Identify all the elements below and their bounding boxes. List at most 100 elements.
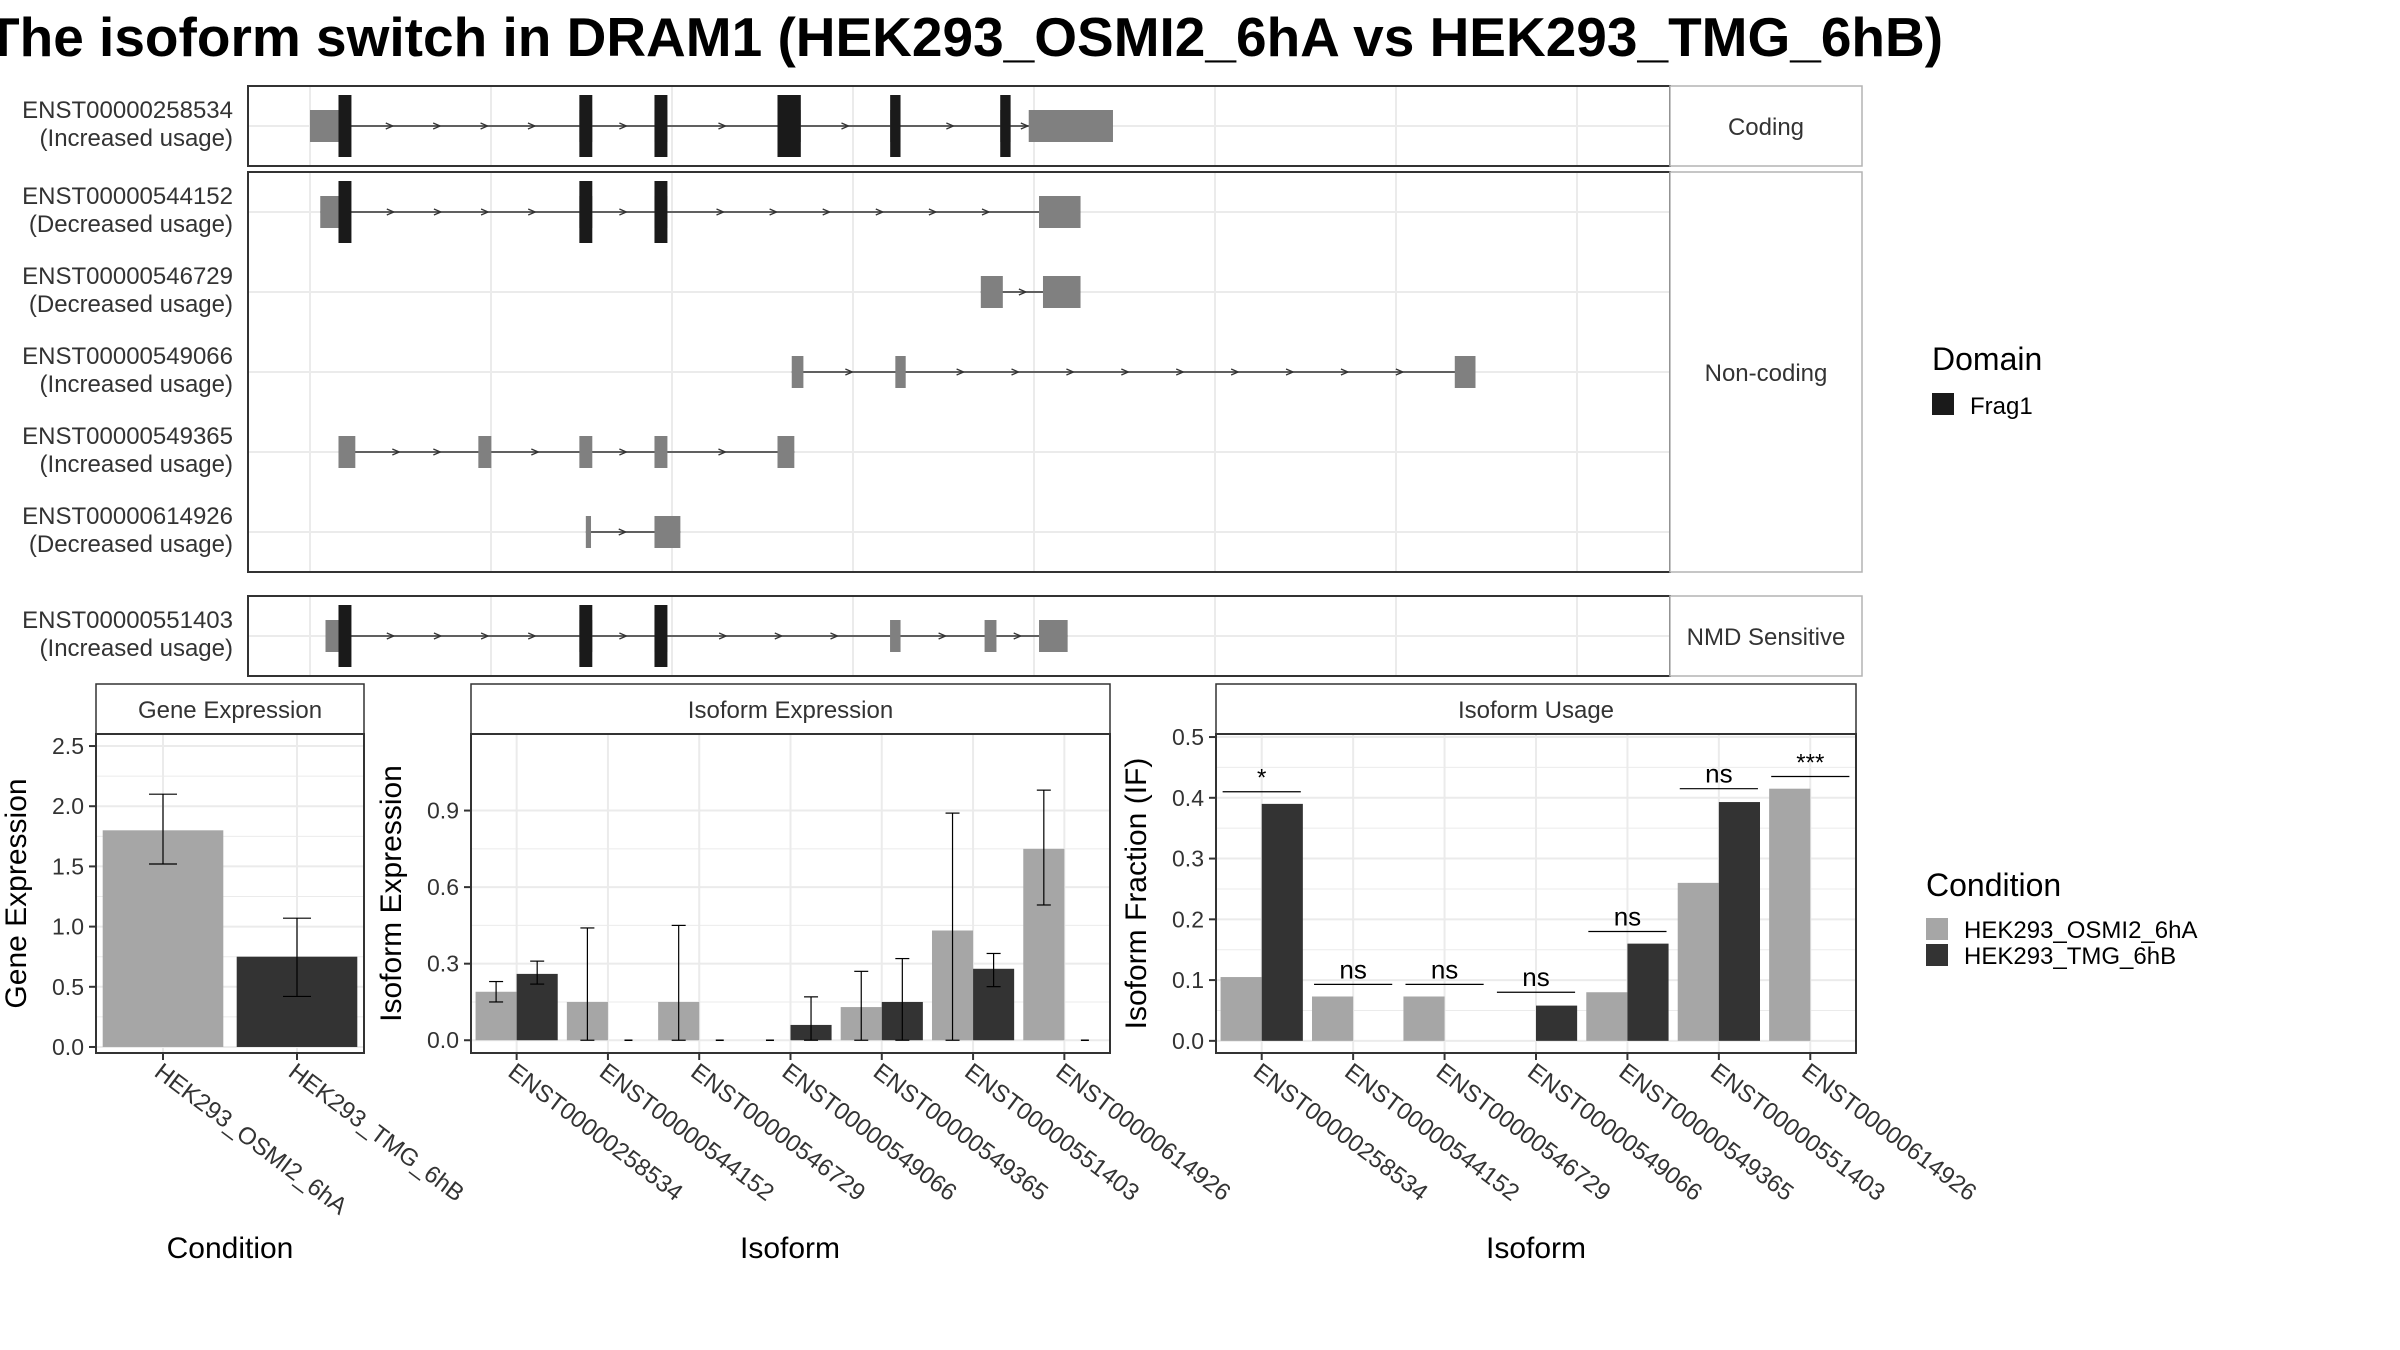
strand-arrow xyxy=(432,122,442,130)
strand-arrow xyxy=(1011,368,1021,376)
structure-facet: Non-coding xyxy=(247,171,1863,573)
strand-arrow xyxy=(618,528,628,536)
domain-block xyxy=(579,181,593,243)
domain-block xyxy=(338,181,352,243)
panel-strip xyxy=(95,683,365,735)
bar xyxy=(1586,992,1628,1041)
strand-arrow xyxy=(392,448,401,456)
exon xyxy=(980,276,1003,308)
legend-label: HEK293_TMG_6hB xyxy=(1964,943,2176,970)
transcript-status-label: (Decreased usage) xyxy=(29,211,233,238)
domain-legend: Domain Frag1 xyxy=(1932,341,2042,420)
y-tick-label: 0.3 xyxy=(427,951,459,977)
transcript-id-label: ENST00000614926 xyxy=(22,503,233,530)
transcript-status-label: (Decreased usage) xyxy=(29,531,233,558)
strand-arrow xyxy=(938,632,948,640)
significance-label: ns xyxy=(1339,954,1366,984)
transcript-structure-panel: Coding ENST00000258534 (Increased usage) No… xyxy=(22,85,1863,677)
domain-block xyxy=(579,95,593,157)
strand-arrow xyxy=(527,122,537,130)
domain-block xyxy=(338,95,352,157)
domain-block xyxy=(777,95,801,157)
transcript-id-label: ENST00000549066 xyxy=(22,343,233,370)
strand-arrow xyxy=(956,368,966,376)
exon xyxy=(777,436,795,468)
y-tick-label: 0.5 xyxy=(52,974,84,1000)
x-axis-title: Condition xyxy=(167,1232,294,1265)
utr-block xyxy=(320,196,342,228)
exon xyxy=(791,356,804,388)
transcript-id-label: ENST00000549365 xyxy=(22,423,233,450)
strand-arrow xyxy=(1175,368,1185,376)
exon xyxy=(895,356,906,388)
strand-arrow xyxy=(875,208,885,216)
strand-arrow xyxy=(480,208,490,216)
bar xyxy=(1769,788,1811,1041)
transcript-id-label: ENST00000551403 xyxy=(22,607,233,634)
exon xyxy=(1042,276,1081,308)
y-tick-label: 0.9 xyxy=(427,798,459,824)
transcript-status-label: (Increased usage) xyxy=(40,451,233,478)
legend-label: HEK293_OSMI2_6hA xyxy=(1964,917,2197,944)
strand-arrow xyxy=(527,208,537,216)
strand-arrow xyxy=(1121,368,1130,376)
strand-arrow xyxy=(1018,288,1028,296)
strand-arrow xyxy=(774,632,784,640)
domain-block xyxy=(890,95,901,157)
exon xyxy=(654,436,668,468)
bar xyxy=(1536,1005,1578,1041)
bar xyxy=(102,830,224,1047)
strand-arrow xyxy=(946,122,956,130)
strand-arrow xyxy=(1230,368,1240,376)
structure-facet: Coding xyxy=(247,85,1863,167)
facet-strip-label: NMD Sensitive xyxy=(1687,624,1846,651)
strand-arrow xyxy=(480,122,490,130)
bar xyxy=(1718,802,1760,1041)
transcript-track xyxy=(310,95,1113,157)
chart-panel: Isoform Usage * ns ns ns ns ns *** 0.0 0.1 0.2 0.3 0… xyxy=(1120,683,1981,1265)
y-tick-label: 1.0 xyxy=(52,914,84,940)
strand-arrow xyxy=(619,632,629,640)
legend-label: Frag1 xyxy=(1970,393,2033,420)
chart-panel: Isoform Expression0.00.30.60.9ENST000002… xyxy=(375,683,1235,1265)
y-tick-label: 1.5 xyxy=(52,853,84,879)
y-axis-title: Gene Expression xyxy=(0,778,33,1008)
transcript-track xyxy=(338,436,795,468)
transcript-status-label: (Increased usage) xyxy=(40,371,233,398)
facet-strip-label: Non-coding xyxy=(1705,360,1828,387)
utr-block xyxy=(984,620,997,652)
panel-strip xyxy=(1215,683,1857,735)
y-tick-label: 0.6 xyxy=(427,874,459,900)
domain-block xyxy=(1000,95,1011,157)
strand-arrow xyxy=(718,448,728,456)
strand-arrow xyxy=(845,368,855,376)
strand-arrow xyxy=(1066,368,1076,376)
y-tick-label: 2.5 xyxy=(52,733,84,759)
strand-arrow xyxy=(1395,368,1405,376)
strand-arrow xyxy=(619,448,629,456)
significance-label: ns xyxy=(1705,759,1732,789)
y-tick-label: 0.2 xyxy=(1172,906,1204,932)
strand-arrow xyxy=(433,632,443,640)
significance-label: ns xyxy=(1522,962,1549,992)
strand-arrow xyxy=(433,448,442,456)
bar xyxy=(1627,943,1669,1041)
strand-arrow xyxy=(1013,632,1023,640)
transcript-track xyxy=(320,181,1081,243)
strand-arrow xyxy=(718,122,728,130)
legend-key xyxy=(1926,944,1948,966)
exon xyxy=(1454,356,1476,388)
exon xyxy=(338,436,356,468)
strand-arrow xyxy=(718,632,728,640)
panel-strip xyxy=(470,683,1111,735)
y-tick-label: 0.0 xyxy=(427,1027,459,1053)
plot-border xyxy=(95,733,365,1054)
bar xyxy=(1312,996,1354,1041)
transcript-id-label: ENST00000258534 xyxy=(22,97,233,124)
facet-strip xyxy=(1669,595,1863,677)
strand-arrow xyxy=(716,208,726,216)
strand-arrow xyxy=(386,632,396,640)
panel-title: Isoform Usage xyxy=(1458,697,1614,724)
x-tick-label: ENST00000258534 xyxy=(1248,1058,1433,1206)
utr-block xyxy=(1039,196,1081,228)
